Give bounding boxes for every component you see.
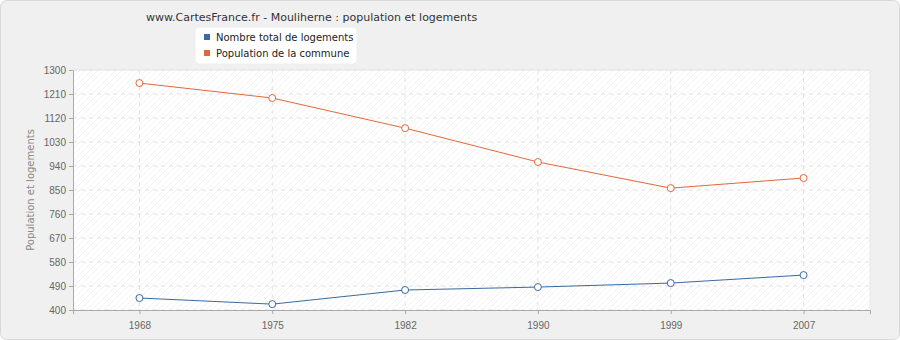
grid-line — [73, 286, 870, 287]
tick-mark — [69, 118, 73, 119]
grid-line — [405, 70, 406, 310]
legend-swatch — [204, 50, 210, 56]
grid-line — [73, 190, 870, 191]
tick-mark — [69, 286, 73, 287]
axis-line — [69, 71, 74, 311]
background — [1, 1, 900, 340]
grid — [73, 70, 870, 310]
legend-label: Population de la commune — [216, 48, 349, 59]
marker — [667, 280, 674, 287]
x-axis: 1968 1975 1982 1990 1999 2007 — [74, 310, 871, 331]
tick-label: 670 — [49, 233, 66, 244]
axis-line — [74, 311, 871, 315]
tick-label: 580 — [49, 257, 66, 268]
tick: 760 — [49, 209, 73, 220]
tick: 400 — [49, 305, 73, 316]
tick-label: 850 — [49, 185, 66, 196]
legend-label: Nombre total de logements — [216, 32, 353, 43]
chart: 400 490 580 670 760 850 940 1030 1120 1210 1300 196… — [0, 0, 900, 340]
tick-label: 1990 — [527, 320, 550, 331]
tick: 1120 — [44, 113, 73, 124]
tick-label: 1030 — [44, 137, 67, 148]
tick: 1999 — [660, 310, 683, 331]
tick-label: 1120 — [44, 113, 66, 124]
grid-line — [73, 238, 870, 239]
tick-mark — [69, 310, 73, 311]
tick: 1300 — [44, 65, 73, 76]
tick-mark — [272, 310, 273, 314]
plot-frame — [73, 70, 870, 310]
marker — [402, 287, 409, 294]
tick-label: 940 — [49, 161, 66, 172]
tick: 1982 — [394, 310, 417, 331]
tick-label: 1975 — [262, 320, 285, 331]
grid-line — [139, 70, 140, 310]
tick-mark — [69, 214, 73, 215]
tick-mark — [69, 94, 73, 95]
tick-mark — [139, 310, 140, 314]
tick-label: 1982 — [394, 320, 417, 331]
grid-line — [73, 166, 870, 167]
tick: 850 — [49, 185, 73, 196]
tick: 940 — [49, 161, 73, 172]
line — [139, 83, 803, 188]
tick-mark — [804, 310, 805, 314]
grid-line — [272, 70, 273, 310]
tick-label: 1300 — [44, 65, 67, 76]
tick-mark — [671, 310, 672, 314]
marker — [534, 159, 541, 166]
tick: 1210 — [44, 89, 73, 100]
marker — [667, 185, 674, 192]
tick-mark — [69, 70, 73, 71]
tick: 2007 — [793, 310, 816, 331]
tick-mark — [69, 238, 73, 239]
tick: 580 — [49, 257, 73, 268]
title: www.CartesFrance.fr - Mouliherne : popul… — [146, 11, 477, 24]
marker — [269, 301, 276, 308]
tick: 670 — [49, 233, 73, 244]
grid-line — [537, 70, 538, 310]
plot-area — [73, 70, 870, 310]
tick-label: 400 — [49, 305, 66, 316]
marker — [534, 284, 541, 291]
tick-label: 760 — [49, 209, 66, 220]
legend-box — [195, 27, 357, 64]
axis-title: Population et logements — [25, 129, 36, 251]
tick-mark — [69, 166, 73, 167]
y-axis: 400 490 580 670 760 850 940 1030 1120 1210 1300 — [44, 65, 74, 316]
tick-mark — [405, 310, 406, 314]
series-group — [136, 80, 807, 308]
tick: 1990 — [527, 310, 550, 331]
tick-mark — [69, 142, 73, 143]
tick: 1975 — [262, 310, 285, 331]
tick: 1030 — [44, 137, 73, 148]
marker — [269, 95, 276, 102]
grid-line — [73, 118, 870, 119]
tick-label: 1999 — [660, 320, 683, 331]
tick: 490 — [49, 281, 73, 292]
tick-mark — [538, 310, 539, 314]
marker — [402, 125, 409, 132]
marker — [136, 80, 143, 87]
tick-mark — [69, 190, 73, 191]
tick-label: 2007 — [793, 320, 816, 331]
line — [139, 275, 803, 304]
grid-line — [73, 142, 870, 143]
grid-line — [73, 94, 870, 95]
tick-label: 1968 — [129, 320, 152, 331]
tick-mark — [69, 262, 73, 263]
tick: 1968 — [129, 310, 152, 331]
tick-label: 490 — [49, 281, 66, 292]
legend: Nombre total de logements Population de l… — [195, 27, 357, 64]
tick-label: 1210 — [44, 89, 67, 100]
marker — [800, 272, 807, 279]
grid-line — [73, 262, 870, 263]
marker — [136, 295, 143, 302]
marker — [800, 175, 807, 182]
legend-swatch — [204, 34, 210, 40]
grid-line — [73, 214, 870, 215]
